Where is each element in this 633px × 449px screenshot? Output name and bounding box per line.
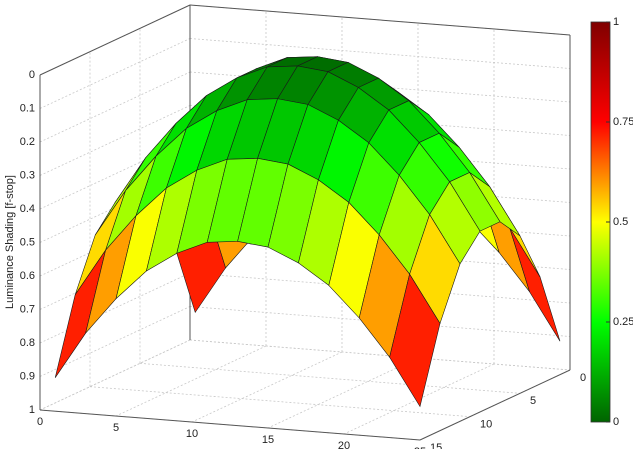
colorbar-tick-label: 0.75	[613, 116, 633, 128]
colorbar-tick-label: 0.5	[613, 216, 628, 228]
z-grid-line	[189, 272, 571, 304]
z-grid-line	[189, 239, 571, 270]
z-tick-label: 0	[29, 69, 35, 81]
y-tick-label: 0	[580, 372, 586, 384]
z-tick-label: 0.8	[20, 337, 35, 349]
z-tick-label: 0.4	[20, 203, 35, 215]
y-tick-label: 10	[480, 419, 492, 431]
y-tick-label: 5	[530, 395, 536, 407]
z-tick-label: 1	[29, 404, 35, 416]
axis-line	[419, 369, 571, 441]
surface-cell	[509, 227, 561, 342]
z-grid-line	[39, 105, 191, 176]
x-tick-label: 20	[338, 440, 350, 449]
z-grid-line	[39, 272, 191, 344]
z-tick-label: 0.7	[20, 303, 35, 315]
x-grid-line	[39, 339, 191, 411]
y-tick-label: 15	[430, 442, 442, 449]
x-tick-label: 0	[37, 416, 43, 428]
z-grid-line	[189, 105, 571, 136]
x-tick-label: 10	[186, 428, 198, 440]
y-grid-line	[189, 339, 571, 371]
z-tick-label: 0.2	[20, 136, 35, 148]
z-grid-line	[39, 38, 191, 109]
x-grid-line	[115, 345, 267, 417]
axis-line	[39, 4, 191, 76]
x-tick-label: 5	[113, 422, 119, 434]
z-grid-line	[39, 339, 191, 411]
y-grid-line	[139, 362, 521, 394]
z-tick-label: 0.3	[20, 169, 35, 181]
x-tick-label: 15	[262, 434, 274, 446]
axis-line	[39, 409, 421, 441]
z-grid-line	[189, 172, 571, 203]
x-grid-line	[191, 351, 343, 423]
x-grid-line	[343, 363, 495, 435]
z-grid-line	[39, 306, 191, 377]
z-grid-line	[189, 306, 571, 337]
z-tick-label: 0.6	[20, 270, 35, 282]
z-grid-line	[189, 38, 571, 69]
colorbar-tick-label: 1	[613, 16, 619, 28]
z-tick-label: 0.9	[20, 370, 35, 382]
z-grid-line	[189, 71, 571, 103]
x-grid-line	[267, 357, 419, 429]
colorbar-tick-label: 0.25	[613, 316, 633, 328]
colorbar-tick-label: 0	[613, 416, 619, 428]
z-tick-label: 0.1	[20, 102, 35, 114]
axis-line	[189, 4, 571, 36]
z-axis-label: Luminance Shading [f-stop]	[4, 175, 16, 309]
y-grid-line	[89, 386, 471, 418]
z-grid-line	[189, 138, 571, 170]
z-tick-label: 0.5	[20, 236, 35, 248]
surface-cell	[389, 273, 441, 408]
x-tick-label: 25	[414, 446, 426, 449]
z-grid-line	[39, 71, 191, 143]
